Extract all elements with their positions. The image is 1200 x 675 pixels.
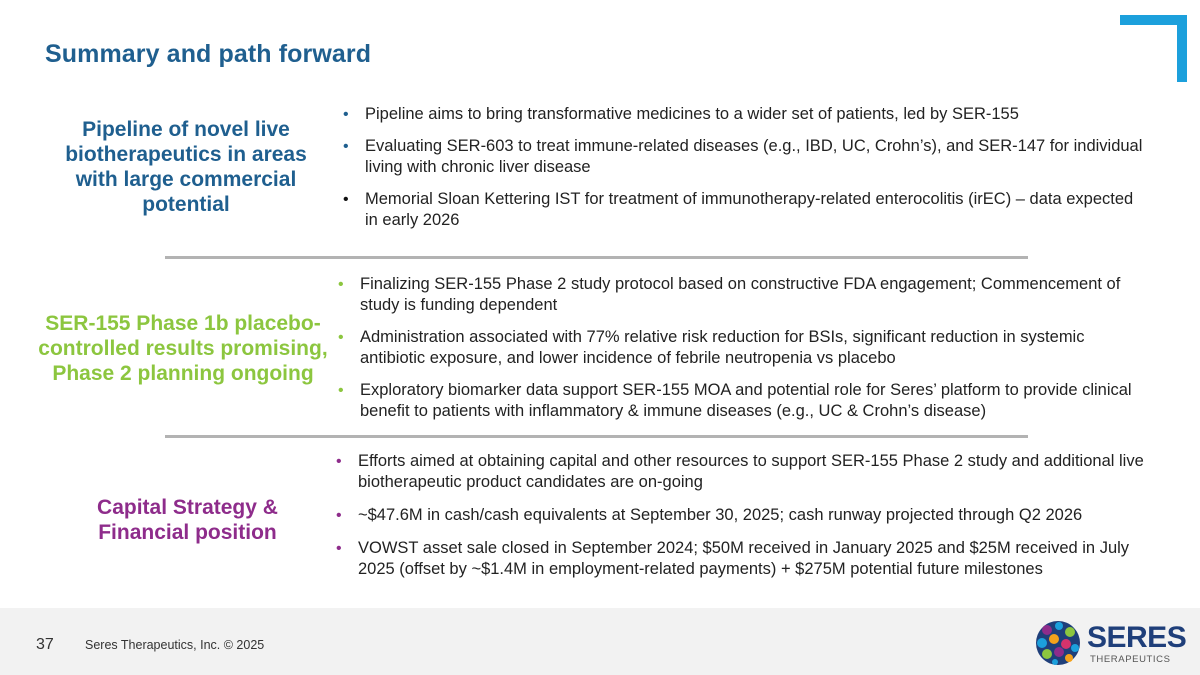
footer-bar	[0, 608, 1200, 675]
list-item: • Exploratory biomarker data support SER-…	[338, 380, 1143, 422]
company-logo: SERES THERAPEUTICS	[1033, 618, 1187, 668]
list-item: • Memorial Sloan Kettering IST for treatm…	[343, 189, 1143, 231]
bullet-text: Memorial Sloan Kettering IST for treatme…	[365, 190, 1134, 229]
section-divider	[165, 256, 1028, 259]
bullet-text: Exploratory biomarker data support SER-1…	[360, 381, 1132, 420]
logo-wordmark: SERES	[1087, 621, 1187, 654]
bullet-icon: •	[343, 106, 349, 123]
bullet-text: VOWST asset sale closed in September 202…	[358, 539, 1130, 578]
bullet-text: Efforts aimed at obtaining capital and o…	[358, 452, 1144, 491]
bullet-list-pipeline: • Pipeline aims to bring transformative m…	[343, 104, 1143, 242]
logo-mark-icon	[1036, 621, 1080, 665]
bullet-list-capital: • Efforts aimed at obtaining capital and …	[336, 451, 1146, 592]
bullet-icon: •	[338, 276, 344, 293]
bullet-text: Evaluating SER-603 to treat immune-relat…	[365, 137, 1143, 176]
bullet-icon: •	[338, 329, 344, 346]
bullet-text: Administration associated with 77% relat…	[360, 328, 1085, 367]
bullet-icon: •	[336, 507, 342, 524]
bullet-text: Finalizing SER-155 Phase 2 study protoco…	[360, 275, 1121, 314]
section-label-capital: Capital Strategy & Financial position	[97, 496, 278, 544]
list-item: • Pipeline aims to bring transformative m…	[343, 104, 1143, 125]
list-item: • VOWST asset sale closed in September 20…	[336, 538, 1146, 580]
bullet-icon: •	[343, 191, 349, 208]
list-item: • ~$47.6M in cash/cash equivalents at Sep…	[336, 505, 1146, 526]
copyright-text: Seres Therapeutics, Inc. © 2025	[85, 638, 265, 652]
page-number: 37	[36, 636, 54, 653]
list-item: • Efforts aimed at obtaining capital and …	[336, 451, 1146, 493]
list-item: • Administration associated with 77% rela…	[338, 327, 1143, 369]
section-label-ser155: SER-155 Phase 1b placebo-controlled resu…	[38, 312, 328, 385]
list-item: • Finalizing SER-155 Phase 2 study protoc…	[338, 274, 1143, 316]
bullet-text: ~$47.6M in cash/cash equivalents at Sept…	[358, 506, 1083, 524]
bullet-icon: •	[336, 540, 342, 557]
logo-subtitle: THERAPEUTICS	[1090, 654, 1171, 665]
section-label-pipeline: Pipeline of novel live biotherapeutics i…	[65, 118, 307, 216]
bullet-icon: •	[336, 453, 342, 470]
bullet-text: Pipeline aims to bring transformative me…	[365, 105, 1019, 123]
bullet-list-ser155: • Finalizing SER-155 Phase 2 study protoc…	[338, 274, 1143, 433]
bullet-icon: •	[343, 138, 349, 155]
corner-accent	[1120, 15, 1187, 82]
section-divider	[165, 435, 1028, 438]
list-item: • Evaluating SER-603 to treat immune-rela…	[343, 136, 1143, 178]
bullet-icon: •	[338, 382, 344, 399]
slide-title: Summary and path forward	[45, 40, 372, 68]
